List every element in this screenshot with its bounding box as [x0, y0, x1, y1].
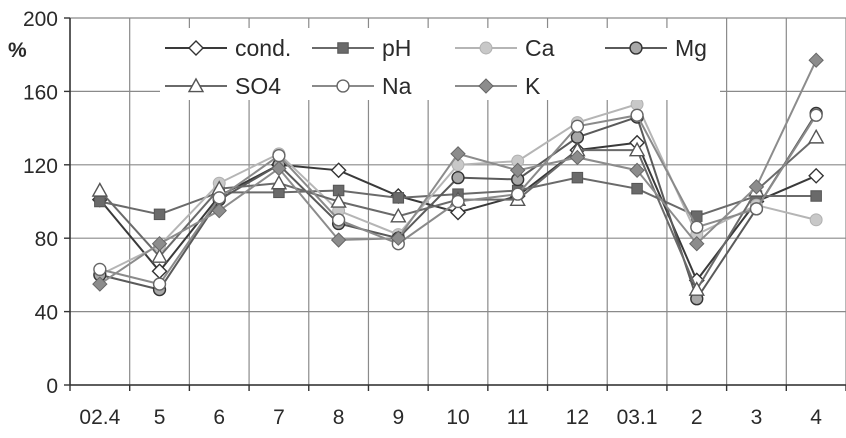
data-point-ph — [392, 192, 405, 204]
y-tick-label: 80 — [35, 228, 58, 251]
data-point-k — [390, 230, 407, 246]
data-point-na — [630, 108, 644, 122]
legend-label-so4: SO4 — [235, 73, 281, 99]
data-point-cond — [808, 167, 825, 184]
data-point-k — [271, 160, 287, 177]
legend-item-ph: pH — [312, 35, 411, 61]
legend-label-cond: cond. — [235, 35, 291, 61]
x-tick-labels: 02.4 5 6 7 8 9 10 11 12 03.1 2 3 4 — [79, 406, 822, 429]
data-point-ca — [630, 97, 644, 111]
data-point-k — [808, 52, 824, 68]
legend-item-cond: cond. — [165, 35, 291, 61]
data-point-na — [152, 277, 167, 291]
data-point-mg — [451, 170, 465, 185]
data-point-na — [212, 191, 226, 205]
data-point-k — [330, 232, 347, 248]
x-tick-label: 4 — [810, 406, 822, 429]
data-point-k — [569, 149, 586, 166]
data-point-na — [749, 202, 764, 216]
y-tick-label: 160 — [23, 81, 58, 104]
data-point-k — [748, 179, 765, 195]
data-point-na — [809, 108, 823, 122]
legend: cond. pH Ca Mg SO4 Na K — [160, 28, 720, 100]
legend-item-mg: Mg — [605, 35, 707, 61]
data-point-k — [509, 162, 526, 179]
x-tick-label: 11 — [507, 406, 529, 429]
data-point-so4 — [628, 141, 646, 157]
data-point-k — [629, 162, 645, 179]
legend-item-na: Na — [312, 73, 412, 99]
data-point-so4 — [807, 128, 825, 144]
legend-label-ca: Ca — [525, 35, 555, 61]
data-point-na — [511, 187, 525, 201]
x-tick-label: 9 — [392, 406, 404, 429]
data-point-ph — [153, 208, 166, 221]
data-point-k — [211, 202, 227, 219]
series-group — [91, 52, 825, 306]
legend-marker-mg — [629, 41, 643, 55]
data-point-ph — [631, 182, 643, 195]
y-tick-label: 200 — [23, 8, 58, 31]
data-point-k — [450, 146, 466, 162]
data-point-so4 — [330, 193, 347, 208]
data-point-k — [92, 276, 108, 292]
data-point-ph — [94, 195, 106, 208]
data-point-so4 — [151, 248, 168, 263]
legend-label-k: K — [525, 73, 541, 99]
data-point-na — [331, 213, 346, 227]
data-point-so4 — [91, 182, 109, 197]
data-point-na — [570, 119, 585, 133]
legend-marker-ca — [479, 41, 493, 55]
data-point-na — [272, 148, 286, 163]
data-point-so4 — [390, 207, 407, 223]
x-tick-label: 12 — [566, 406, 589, 429]
x-tick-label: 3 — [751, 406, 763, 429]
legend-marker-na — [336, 79, 350, 93]
data-point-na — [451, 194, 465, 209]
data-point-mg — [570, 130, 585, 144]
legend-item-k: K — [455, 73, 541, 99]
x-tick-label: 10 — [446, 406, 469, 429]
legend-marker-so4 — [187, 77, 205, 93]
y-tick-label: 0 — [46, 375, 58, 398]
x-tick-label: 2 — [691, 406, 703, 429]
y-axis-label: % — [8, 39, 27, 62]
legend-marker-ph — [337, 42, 349, 54]
data-point-ph — [810, 190, 822, 202]
data-point-so4 — [688, 281, 705, 296]
x-tick-label: 7 — [273, 406, 285, 429]
x-tick-label: 6 — [213, 406, 225, 429]
series-na — [93, 108, 823, 291]
data-point-so4 — [270, 174, 288, 190]
data-point-k — [689, 235, 705, 252]
data-point-cond — [330, 162, 347, 179]
legend-label-mg: Mg — [675, 35, 707, 61]
data-point-na — [93, 262, 107, 277]
legend-label-na: Na — [382, 73, 412, 99]
data-point-cond — [450, 204, 466, 221]
legend-item-ca: Ca — [455, 35, 555, 61]
data-point-k — [151, 235, 168, 252]
x-tick-label: 03.1 — [617, 406, 658, 429]
x-tick-label: 5 — [154, 406, 166, 429]
legend-background — [160, 28, 720, 100]
x-tick-label: 02.4 — [79, 406, 120, 429]
series-k — [92, 52, 824, 292]
x-tick-label: 8 — [333, 406, 345, 429]
legend-marker-cond — [188, 40, 204, 56]
legend-marker-k — [478, 78, 494, 94]
legend-label-ph: pH — [382, 35, 411, 61]
data-point-ph — [571, 171, 584, 184]
y-tick-labels: 0 40 80 120 160 200 — [23, 8, 58, 398]
y-tick-label: 120 — [23, 155, 58, 178]
data-point-ca — [809, 213, 823, 227]
y-tick-label: 40 — [35, 302, 58, 325]
axes — [64, 17, 846, 391]
data-point-na — [690, 220, 704, 234]
legend-item-so4: SO4 — [165, 73, 281, 99]
